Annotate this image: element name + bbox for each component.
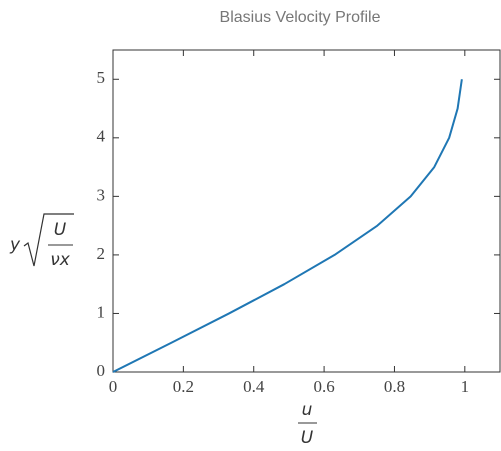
y-label-numerator: U (54, 220, 67, 240)
y-tick-label: 2 (97, 244, 106, 263)
x-tick-label: 0.2 (173, 377, 194, 396)
sqrt-sign (23, 213, 74, 267)
x-tick-label: 0.4 (243, 377, 265, 396)
x-tick-label: 0.6 (313, 377, 334, 396)
x-label-denominator: U (301, 428, 314, 448)
x-label-numerator: u (302, 400, 313, 420)
x-tick-label: 0 (109, 377, 118, 396)
y-label-prefix: y (9, 235, 21, 255)
data-line (112, 79, 463, 373)
y-label-denominator: νx (50, 250, 70, 270)
chart-title: Blasius Velocity Profile (220, 9, 381, 26)
y-tick-label: 4 (97, 127, 106, 146)
x-tick-label: 1 (461, 377, 470, 396)
x-tick-label: 0.8 (384, 377, 405, 396)
y-tick-label: 5 (97, 68, 106, 87)
y-tick-label: 0 (97, 361, 106, 380)
y-tick-label: 3 (97, 185, 106, 204)
y-tick-label: 1 (97, 302, 106, 321)
plot-frame (112, 49, 501, 373)
